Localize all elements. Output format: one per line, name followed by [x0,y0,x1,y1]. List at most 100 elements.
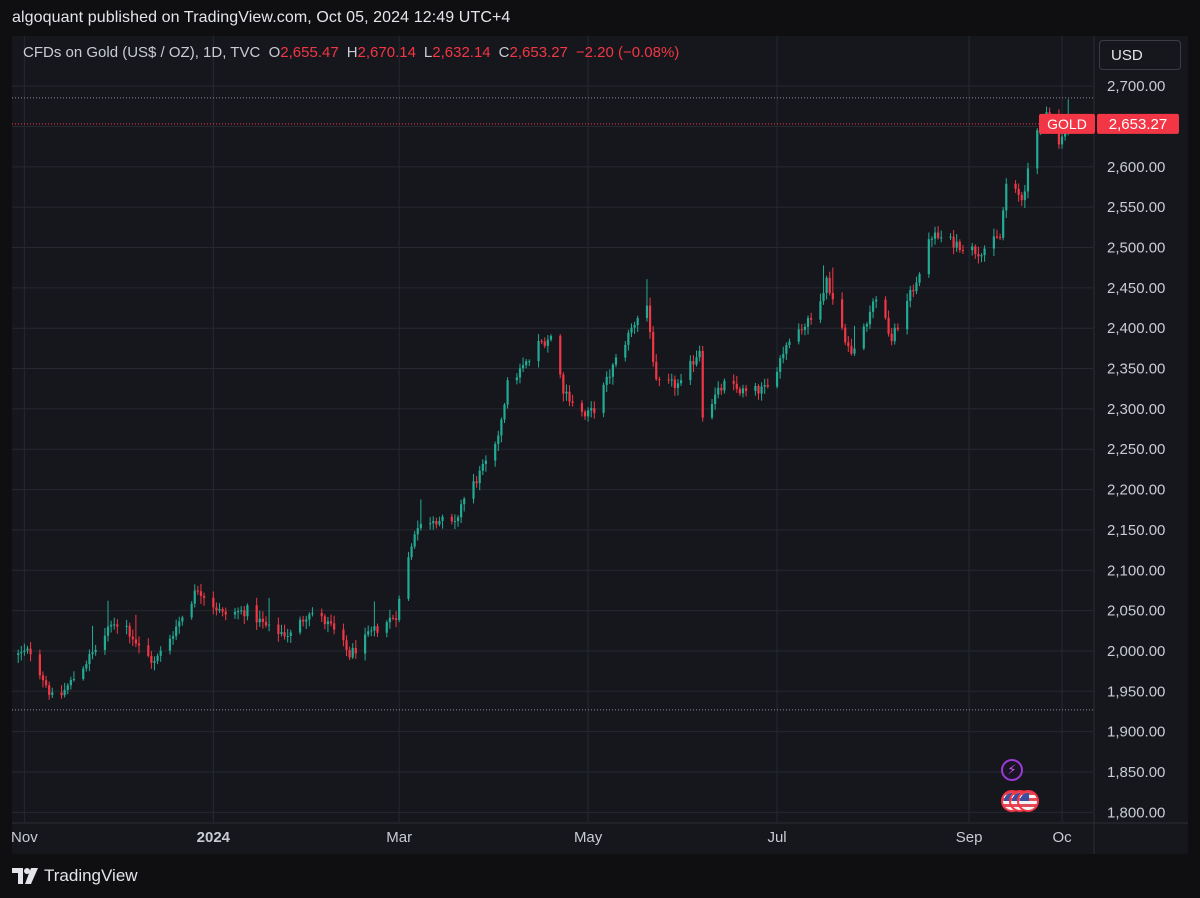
candle-body [503,404,506,420]
price-tick-label: 2,400.00 [1107,320,1165,337]
high-value: 2,670.14 [357,44,416,61]
candle-body [673,379,676,389]
candle-body [267,624,271,626]
candle-body [72,679,76,681]
candle-body [754,385,757,391]
candle-body [633,325,636,328]
price-tick-label: 1,800.00 [1107,804,1165,821]
low-value: 2,632.14 [432,44,491,61]
candle-body [196,590,199,592]
candle-body [583,411,587,417]
price-tick-label: 2,450.00 [1107,280,1165,297]
candle-body [63,690,66,696]
candle-body [667,379,670,381]
lightning-icon[interactable]: ⚡ [1001,759,1023,781]
us-flag-icon[interactable] [1017,790,1039,812]
candle-body [645,305,649,319]
candle-body [497,435,500,445]
candle-body [94,649,97,653]
candle-body [847,342,850,347]
candle-body [537,340,540,362]
candle-body [289,632,292,636]
candle-body [376,626,379,633]
candle-body [432,521,435,524]
symbol-legend[interactable]: CFDs on Gold (US$ / OZ), 1D, TVC O2,655.… [23,44,679,61]
candle-body [233,611,237,615]
candle-body [884,299,887,318]
candle-body [20,651,23,654]
candle-body [255,605,258,623]
candle-body [543,341,546,346]
candle-body [23,650,26,652]
us-flag-icon-group[interactable] [1001,790,1045,814]
candle-body [326,621,330,625]
candle-body [286,635,289,637]
price-tag-label: 2,653.27 [1109,116,1167,133]
candle-body [906,300,909,330]
candle-body [199,591,203,596]
price-tick-label: 1,900.00 [1107,724,1165,741]
candle-body [865,324,868,327]
candle-body [264,621,268,626]
candle-body [605,376,608,385]
candle-body [441,516,444,521]
candle-body [224,611,227,615]
candle-body [995,236,999,238]
candle-body [134,639,137,644]
candle-body [175,626,178,637]
candle-body [841,299,844,328]
candle-body [952,236,955,248]
chart-panel[interactable] [12,36,1188,854]
candle-body [785,344,788,354]
candle-body [779,358,782,372]
currency-label: USD [1111,46,1143,64]
candle-body [261,618,264,622]
candle-body [636,318,639,326]
currency-selector[interactable]: USD [1099,40,1181,70]
candle-body [26,648,29,651]
price-tag [1097,113,1179,134]
candle-body [862,326,865,349]
candle-body [958,241,961,251]
candle-body [819,301,822,320]
candle-body [413,534,416,547]
candle-body [181,617,184,622]
candle-body [410,546,413,558]
candle-body [364,634,367,654]
candle-body [240,610,243,612]
candle-body [1026,168,1030,192]
tradingview-logo[interactable]: TradingView [12,866,138,886]
candle-body [29,648,32,655]
price-tick-label: 2,300.00 [1107,401,1165,418]
candle-body [831,293,834,300]
candle-body [85,664,88,669]
candle-body [106,626,110,636]
candle-body [593,408,596,413]
chart-grid [12,36,1188,854]
candle-body [624,344,627,358]
candle-body [766,385,769,387]
candle-body [580,403,584,412]
candle-body [41,675,45,681]
candle-body [822,292,825,302]
candle-body [453,521,457,523]
symbol-description: CFDs on Gold (US$ / OZ), 1D, TVC [23,44,261,61]
candle-body [202,595,206,598]
candle-body [518,368,522,378]
candle-body [460,504,463,518]
candle-body [323,616,326,625]
candle-body [890,333,893,342]
attribution-text: algoquant published on TradingView.com, … [12,9,511,26]
candle-body [178,621,181,627]
candle-body [91,652,94,655]
candle-body [1048,112,1051,116]
candle-body [1002,210,1005,238]
candle-body [416,528,419,535]
candle-body [367,631,370,635]
candle-body [1020,194,1023,201]
high-label: H [346,44,358,61]
candle-body [125,625,128,627]
candle-body [66,685,69,691]
candle-body [549,335,553,340]
